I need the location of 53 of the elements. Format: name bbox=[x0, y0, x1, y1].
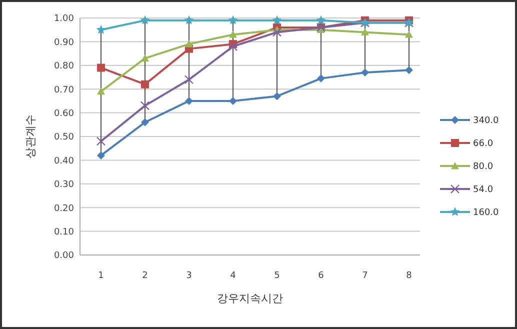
point bbox=[140, 101, 150, 110]
x-tick-label: 5 bbox=[274, 271, 280, 282]
point bbox=[97, 87, 105, 95]
point bbox=[185, 96, 193, 105]
point bbox=[97, 64, 105, 72]
point bbox=[405, 30, 413, 38]
legend-label: 340.0 bbox=[473, 116, 500, 126]
x-tick-label: 2 bbox=[142, 271, 148, 282]
y-tick-label: 0.80 bbox=[54, 62, 74, 72]
point bbox=[229, 30, 237, 38]
point bbox=[272, 28, 282, 37]
legend-label: 80.0 bbox=[473, 162, 494, 172]
point bbox=[405, 66, 413, 74]
legend-label: 160.0 bbox=[473, 208, 500, 218]
y-tick-label: 0.90 bbox=[54, 38, 74, 48]
y-tick-label: 0.50 bbox=[54, 132, 74, 143]
point bbox=[273, 92, 281, 100]
x-tick-label: 8 bbox=[406, 271, 412, 282]
point bbox=[361, 28, 369, 36]
y-tick-label: 0.20 bbox=[54, 204, 74, 214]
point bbox=[228, 42, 238, 52]
x-tick-label: 1 bbox=[98, 271, 104, 282]
point bbox=[141, 54, 149, 62]
y-tick-label: 1.00 bbox=[54, 14, 74, 24]
y-tick-label: 0.60 bbox=[54, 108, 74, 119]
point bbox=[272, 15, 282, 24]
y-tick-label: 0.30 bbox=[54, 180, 74, 190]
point bbox=[96, 136, 106, 146]
x-tick-label: 3 bbox=[186, 271, 192, 282]
point bbox=[184, 75, 194, 84]
point bbox=[229, 96, 237, 105]
y-tick-label: 0.00 bbox=[54, 251, 74, 262]
x-axis-title: 강우지속시간 bbox=[217, 292, 283, 305]
point bbox=[97, 151, 105, 160]
y-tick-label: 0.40 bbox=[54, 156, 74, 166]
point bbox=[228, 15, 238, 24]
point bbox=[184, 15, 194, 24]
x-tick-label: 4 bbox=[230, 271, 236, 282]
y-tick-label: 0.70 bbox=[54, 85, 74, 96]
point bbox=[185, 40, 193, 48]
legend-label: 66.0 bbox=[473, 139, 494, 150]
y-axis-title: 상관계수 bbox=[24, 114, 37, 158]
x-tick-label: 7 bbox=[362, 271, 368, 282]
point bbox=[96, 24, 106, 34]
legend-label: 54.0 bbox=[473, 185, 494, 196]
y-tick-label: 0.10 bbox=[54, 227, 74, 238]
point bbox=[317, 74, 325, 82]
point bbox=[141, 80, 149, 88]
point bbox=[141, 118, 149, 126]
point bbox=[361, 68, 369, 77]
point bbox=[140, 15, 150, 24]
point bbox=[316, 15, 326, 24]
x-tick-label: 6 bbox=[318, 271, 324, 282]
